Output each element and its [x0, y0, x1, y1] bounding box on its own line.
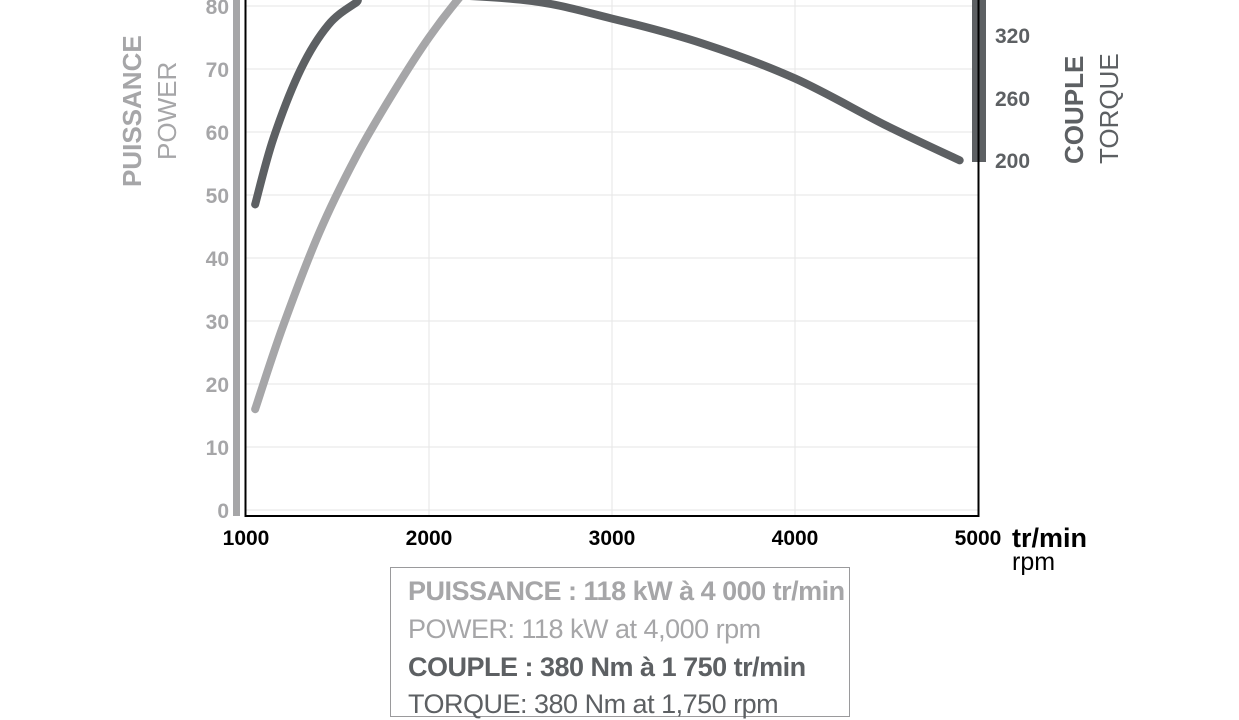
spec-legend-box: PUISSANCE : 118 kW à 4 000 tr/min POWER:…: [390, 567, 850, 719]
series-line-torque: [251, 0, 964, 209]
right-axis-title: COUPLE: [1059, 56, 1089, 164]
torque-spec-en: TORQUE: 380 Nm at 1,750 rpm: [408, 689, 779, 719]
left-tick-label: 50: [206, 185, 229, 208]
power-spec-en: POWER: 118 kW at 4,000 rpm: [408, 614, 761, 644]
x-tick-label: 5000: [955, 527, 1002, 550]
left-tick-label: 70: [206, 59, 229, 82]
left-tick-label: 10: [206, 437, 229, 460]
power-spec-fr: PUISSANCE : 118 kW à 4 000 tr/min: [408, 576, 845, 606]
series-line-power: [251, 0, 463, 414]
x-tick-labels: 1000 2000 3000 4000 5000: [223, 527, 1002, 550]
left-tick-label: 30: [206, 311, 229, 334]
left-tick-label: 60: [206, 122, 229, 145]
left-axis-bar: [233, 0, 240, 516]
series-lines: [251, 0, 964, 414]
right-tick-labels: 320 260 200: [995, 25, 1030, 173]
left-axis-title: PUISSANCE: [117, 35, 147, 187]
x-tick-label: 4000: [772, 527, 819, 550]
x-tick-label: 2000: [406, 527, 453, 550]
right-axis-title-en: TORQUE: [1094, 53, 1124, 164]
right-tick-label: 320: [995, 25, 1030, 48]
left-tick-label: 40: [206, 248, 229, 271]
left-axis-title-en: POWER: [152, 62, 182, 160]
x-tick-label: 3000: [589, 527, 636, 550]
left-tick-label: 0: [217, 500, 229, 523]
left-tick-labels: 0 10 20 30 40 50 60 70 80: [206, 0, 229, 523]
grid: [245, 0, 979, 516]
torque-spec-fr: COUPLE : 380 Nm à 1 750 tr/min: [408, 652, 806, 682]
x-tick-label: 1000: [223, 527, 270, 550]
x-unit-label-en: rpm: [1012, 548, 1055, 576]
left-tick-label: 20: [206, 374, 229, 397]
right-tick-label: 200: [995, 150, 1030, 173]
right-tick-label: 260: [995, 88, 1030, 111]
x-unit-label: tr/min: [1012, 523, 1087, 553]
power-torque-chart: 0 10 20 30 40 50 60 70 80 1000 2000 3000 4000 5000 3…: [117, 0, 1124, 576]
left-tick-label: 80: [206, 0, 229, 19]
